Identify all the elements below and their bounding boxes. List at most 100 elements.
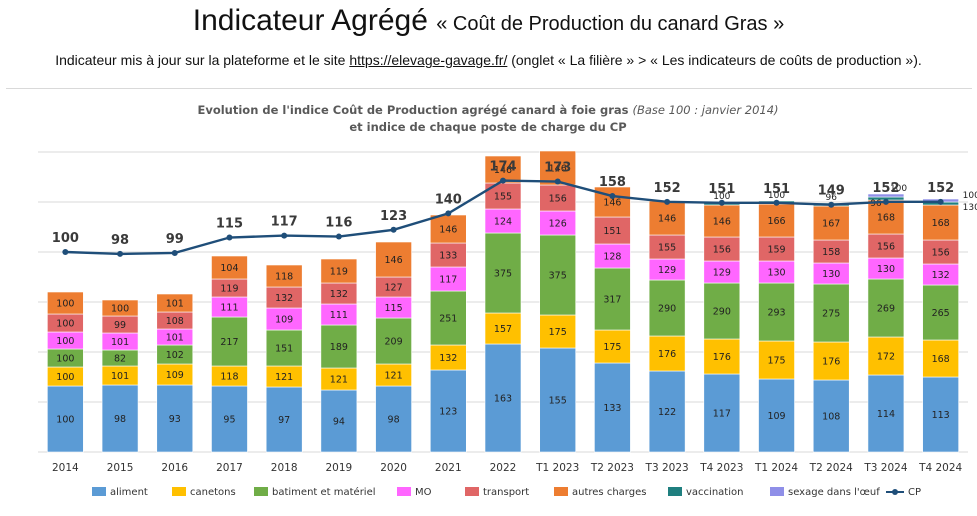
legend-item: transport <box>465 487 529 498</box>
bar-value-label: 269 <box>877 304 895 315</box>
x-tick-label: 2017 <box>216 462 243 474</box>
bar-value-label: 290 <box>713 307 731 318</box>
bar-segment <box>484 343 522 453</box>
bar-value-label: 129 <box>658 265 676 276</box>
bar-value-label: 168 <box>932 354 950 365</box>
bar-value-label: 175 <box>549 327 567 338</box>
bar-segment <box>703 373 741 453</box>
legend-label: canetons <box>190 487 236 498</box>
bar-value-label: 146 <box>658 214 676 225</box>
cp-point <box>937 198 944 205</box>
bar-segment <box>922 204 959 241</box>
cp-value-label: 152 <box>872 181 899 196</box>
bar-value-label: 118 <box>275 272 293 283</box>
legend-item: sexage dans l'œuf <box>770 487 880 498</box>
bar-stack: 97 121 151 109 132 118 <box>265 264 303 453</box>
bar-value-label: 111 <box>330 310 348 321</box>
cp-point <box>62 249 69 255</box>
legend-item: CP <box>886 487 921 498</box>
bar-value-label: 290 <box>658 304 676 315</box>
bar-segment <box>758 340 795 380</box>
bar-stack: 98 101 82 101 99 100 <box>101 299 139 453</box>
legend-item: MO <box>397 487 432 498</box>
bar-segment <box>539 210 577 236</box>
bar-value-label: 123 <box>439 407 457 418</box>
bar-value-label: 175 <box>767 356 785 367</box>
legend-label: transport <box>483 487 529 498</box>
bar-stack: 113 168 265 132 156 168 100 130 <box>922 191 977 453</box>
bar-segment <box>539 184 577 212</box>
site-link[interactable]: https://elevage-gavage.fr/ <box>349 52 508 68</box>
cp-point <box>117 250 124 257</box>
page-title-main: Indicateur Agrégé <box>192 4 428 37</box>
page-subtitle: Indicateur mis à jour sur la plateforme … <box>0 52 977 68</box>
bar-stack: 95 118 217 111 119 104 <box>211 255 248 453</box>
x-tick-label: 2015 <box>107 462 134 474</box>
bar-value-label: 100 <box>56 336 74 347</box>
legend-swatch <box>770 487 784 496</box>
bar-segment <box>101 384 139 453</box>
bar-segment <box>156 293 194 313</box>
bar-value-label: 93 <box>169 414 181 425</box>
bar-value-label: 146 <box>713 217 731 228</box>
bar-stack: 114 172 269 130 156 168 100 96 <box>867 184 907 453</box>
cp-point <box>773 199 780 206</box>
bar-value-label: 130 <box>822 269 840 280</box>
bar-value-label: 168 <box>877 213 895 224</box>
bar-segment <box>703 236 741 262</box>
legend-item: canetons <box>172 487 236 498</box>
cp-value-label: 158 <box>599 175 626 190</box>
bar-value-label: 100 <box>713 192 730 202</box>
bar-segment <box>429 266 467 292</box>
bar-value-label: 104 <box>220 263 238 274</box>
bar-segment <box>47 291 84 315</box>
bar-value-label: 130 <box>877 264 895 275</box>
bar-stack: 108 176 275 130 158 167 96 <box>812 193 850 453</box>
cp-point <box>500 177 506 184</box>
bar-value-label: 127 <box>385 283 403 294</box>
bar-segment <box>265 329 303 367</box>
bar-stack: 109 175 293 130 159 166 100 <box>758 191 795 453</box>
bar-value-label: 317 <box>603 295 621 306</box>
bar-value-label: 130 <box>963 203 977 213</box>
x-tick-label: 2014 <box>52 462 79 474</box>
bar-value-label: 108 <box>166 316 184 327</box>
bar-value-label: 121 <box>275 372 293 383</box>
bar-value-label: 176 <box>713 352 731 363</box>
bar-value-label: 109 <box>767 411 785 422</box>
cp-point <box>609 193 616 200</box>
bar-segment <box>429 214 467 244</box>
bar-segment <box>812 341 850 381</box>
bar-value-label: 122 <box>658 407 676 418</box>
bar-segment <box>594 362 631 453</box>
bar-value-label: 109 <box>275 315 293 326</box>
chart-bars: 1001001001001001009810182101991009310910… <box>47 150 977 453</box>
bar-value-label: 126 <box>549 219 567 230</box>
bar-value-label: 158 <box>822 247 840 258</box>
bar-segment <box>594 329 631 364</box>
bar-value-label: 101 <box>111 371 129 382</box>
x-tick-label: 2019 <box>326 462 353 474</box>
subtitle-text-before: Indicateur mis à jour sur la plateforme … <box>55 52 346 68</box>
legend-swatch <box>172 487 186 496</box>
bar-value-label: 102 <box>166 350 184 361</box>
bar-value-label: 156 <box>877 242 895 253</box>
legend-item: batiment et matériel <box>254 486 376 498</box>
bar-segment <box>758 378 795 453</box>
page-title-sub: « Coût de Production du canard Gras » <box>436 13 785 35</box>
legend-item: aliment <box>92 487 148 498</box>
legend-swatch-marker <box>892 489 898 495</box>
x-tick-label: 2018 <box>271 462 298 474</box>
bar-value-label: 132 <box>275 293 293 304</box>
legend-item: vaccination <box>668 487 743 498</box>
cp-value-label: 99 <box>166 232 184 247</box>
cp-value-label: 123 <box>380 209 407 224</box>
bar-value-label: 167 <box>822 219 840 230</box>
bar-segment <box>648 335 686 372</box>
bar-stack: 133 175 317 128 151 146 <box>594 186 631 453</box>
cp-value-label: 152 <box>927 181 954 196</box>
bar-value-label: 157 <box>494 324 512 335</box>
bar-value-label: 251 <box>439 314 457 325</box>
chart-title-note: (Base 100 : janvier 2014) <box>632 103 778 117</box>
cp-point <box>335 233 342 240</box>
